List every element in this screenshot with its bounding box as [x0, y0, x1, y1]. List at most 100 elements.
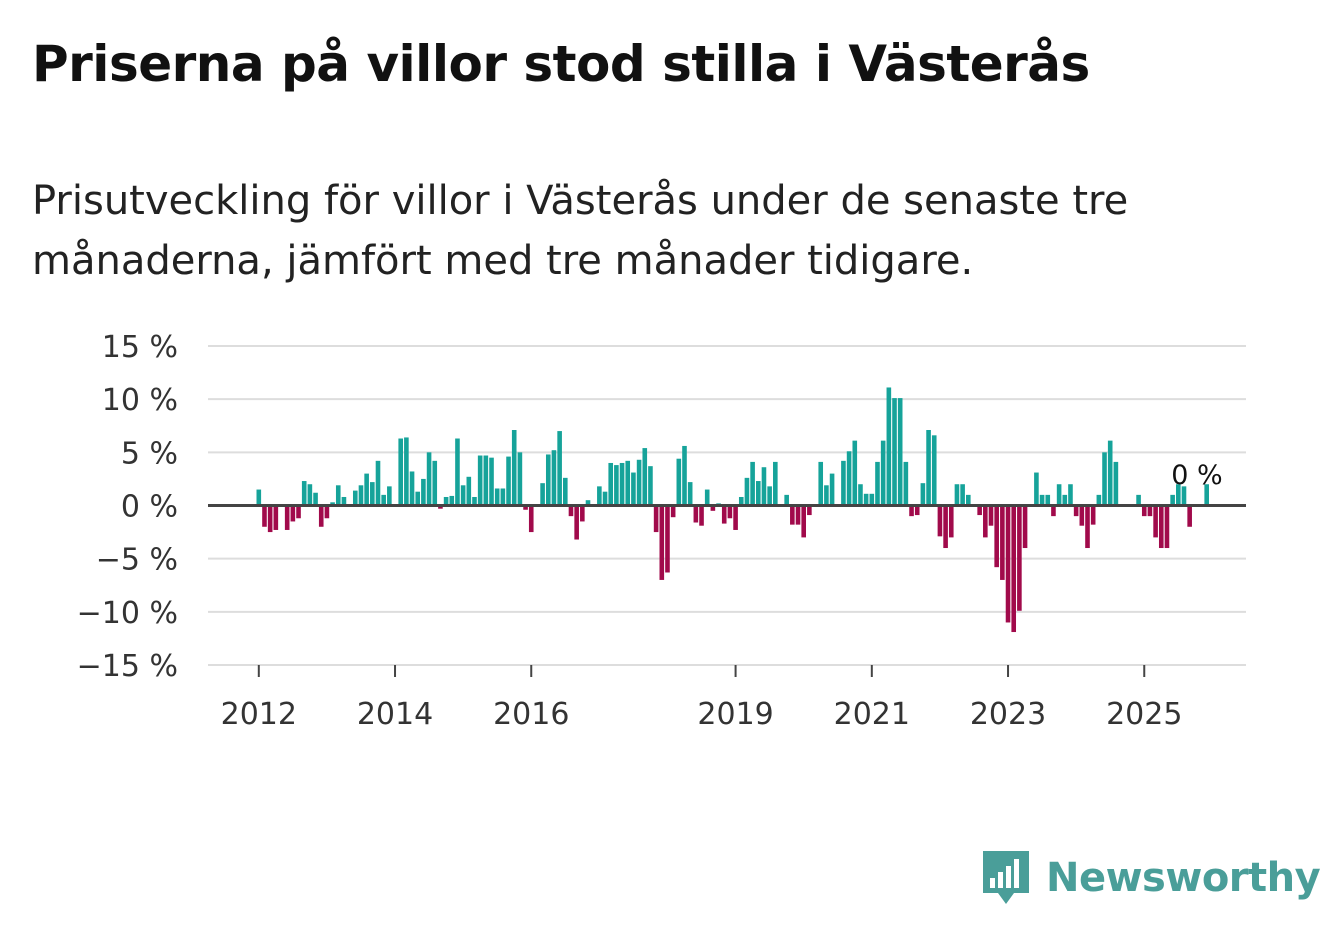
- bar: [432, 460, 438, 506]
- bar: [1164, 505, 1170, 549]
- bar: [653, 505, 659, 533]
- bar: [352, 490, 358, 506]
- bar: [313, 492, 318, 506]
- bar: [983, 505, 988, 538]
- bar: [404, 437, 409, 506]
- bar: [614, 465, 619, 506]
- bar: [256, 489, 262, 506]
- bar: [466, 476, 472, 506]
- last-value-label: 0 %: [1171, 460, 1222, 491]
- bar-chart: 15 %10 %5 %0 %−5 %−10 %−15 % 2012 2014 201…: [77, 330, 1246, 732]
- x-tick-label: 2025: [1106, 697, 1182, 732]
- bar: [494, 488, 500, 506]
- bar: [290, 505, 296, 522]
- bar: [829, 473, 835, 506]
- bar: [330, 502, 335, 506]
- bar: [574, 505, 579, 540]
- bar: [699, 505, 704, 526]
- bar: [625, 460, 631, 506]
- bar: [687, 482, 693, 506]
- bar: [636, 459, 642, 506]
- brand-name: Newsworthy: [1046, 855, 1321, 901]
- bar: [1079, 505, 1085, 526]
- bar: [563, 477, 568, 506]
- bar: [790, 505, 795, 525]
- y-tick-label: 5 %: [121, 436, 178, 471]
- bar: [1136, 494, 1141, 506]
- bar: [903, 461, 909, 506]
- bar: [943, 505, 948, 549]
- bar: [914, 505, 920, 516]
- bar: [926, 430, 931, 506]
- bar: [767, 486, 772, 506]
- bar: [631, 472, 636, 506]
- bar: [1113, 461, 1119, 506]
- bar: [886, 387, 892, 506]
- bar: [273, 505, 279, 530]
- bar: [761, 467, 767, 506]
- bar: [909, 505, 914, 517]
- bar: [1107, 440, 1113, 506]
- chart-title: Priserna på villor stod stilla i Västerå…: [32, 35, 1090, 93]
- x-tick-label: 2012: [221, 697, 297, 732]
- bar: [381, 494, 386, 506]
- bar: [1181, 486, 1187, 506]
- bar: [721, 505, 727, 524]
- bar: [568, 505, 574, 517]
- bar: [682, 445, 687, 506]
- bar: [665, 505, 670, 573]
- bar: [426, 452, 432, 506]
- bar: [443, 496, 449, 506]
- bar-series: [256, 387, 1209, 633]
- bar: [421, 478, 426, 506]
- bar: [267, 505, 273, 533]
- bar: [597, 486, 602, 506]
- bar: [1158, 505, 1164, 549]
- bar: [1034, 472, 1039, 506]
- bar: [477, 455, 483, 506]
- y-tick-label: 0 %: [121, 490, 178, 525]
- bar: [727, 505, 733, 519]
- bar: [585, 500, 591, 506]
- bar: [1000, 505, 1005, 580]
- bar: [1051, 505, 1056, 517]
- bar: [1022, 505, 1028, 549]
- bar: [869, 493, 875, 506]
- bar: [602, 491, 608, 506]
- bar: [670, 505, 676, 518]
- bar: [846, 451, 852, 506]
- bar: [858, 484, 863, 506]
- bar: [472, 496, 477, 506]
- bar: [807, 505, 812, 516]
- bar: [994, 505, 999, 568]
- bar: [1085, 505, 1090, 549]
- bar: [580, 505, 585, 522]
- bar: [750, 461, 755, 506]
- bar: [784, 494, 789, 506]
- bar: [1039, 494, 1045, 506]
- bar: [375, 460, 381, 506]
- bar: [557, 431, 562, 506]
- bar: [880, 440, 886, 506]
- bar: [1176, 484, 1181, 506]
- bar: [960, 484, 965, 506]
- bar: [738, 496, 744, 506]
- bar: [1017, 505, 1022, 611]
- bar: [1005, 505, 1011, 623]
- bar: [795, 505, 801, 525]
- bar: [483, 455, 489, 506]
- bar: [710, 505, 716, 511]
- x-tick-label: 2019: [697, 697, 773, 732]
- bar: [931, 435, 937, 506]
- bar: [438, 505, 443, 509]
- bar: [449, 495, 455, 506]
- bar: [370, 482, 375, 506]
- bar: [1011, 505, 1017, 633]
- bar: [284, 505, 290, 530]
- bar: [852, 440, 858, 506]
- bar: [1102, 452, 1107, 506]
- y-tick-label: −15 %: [77, 649, 178, 684]
- newsworthy-logo[interactable]: Newsworthy: [980, 848, 1321, 908]
- bar: [506, 456, 511, 506]
- bar: [409, 471, 415, 506]
